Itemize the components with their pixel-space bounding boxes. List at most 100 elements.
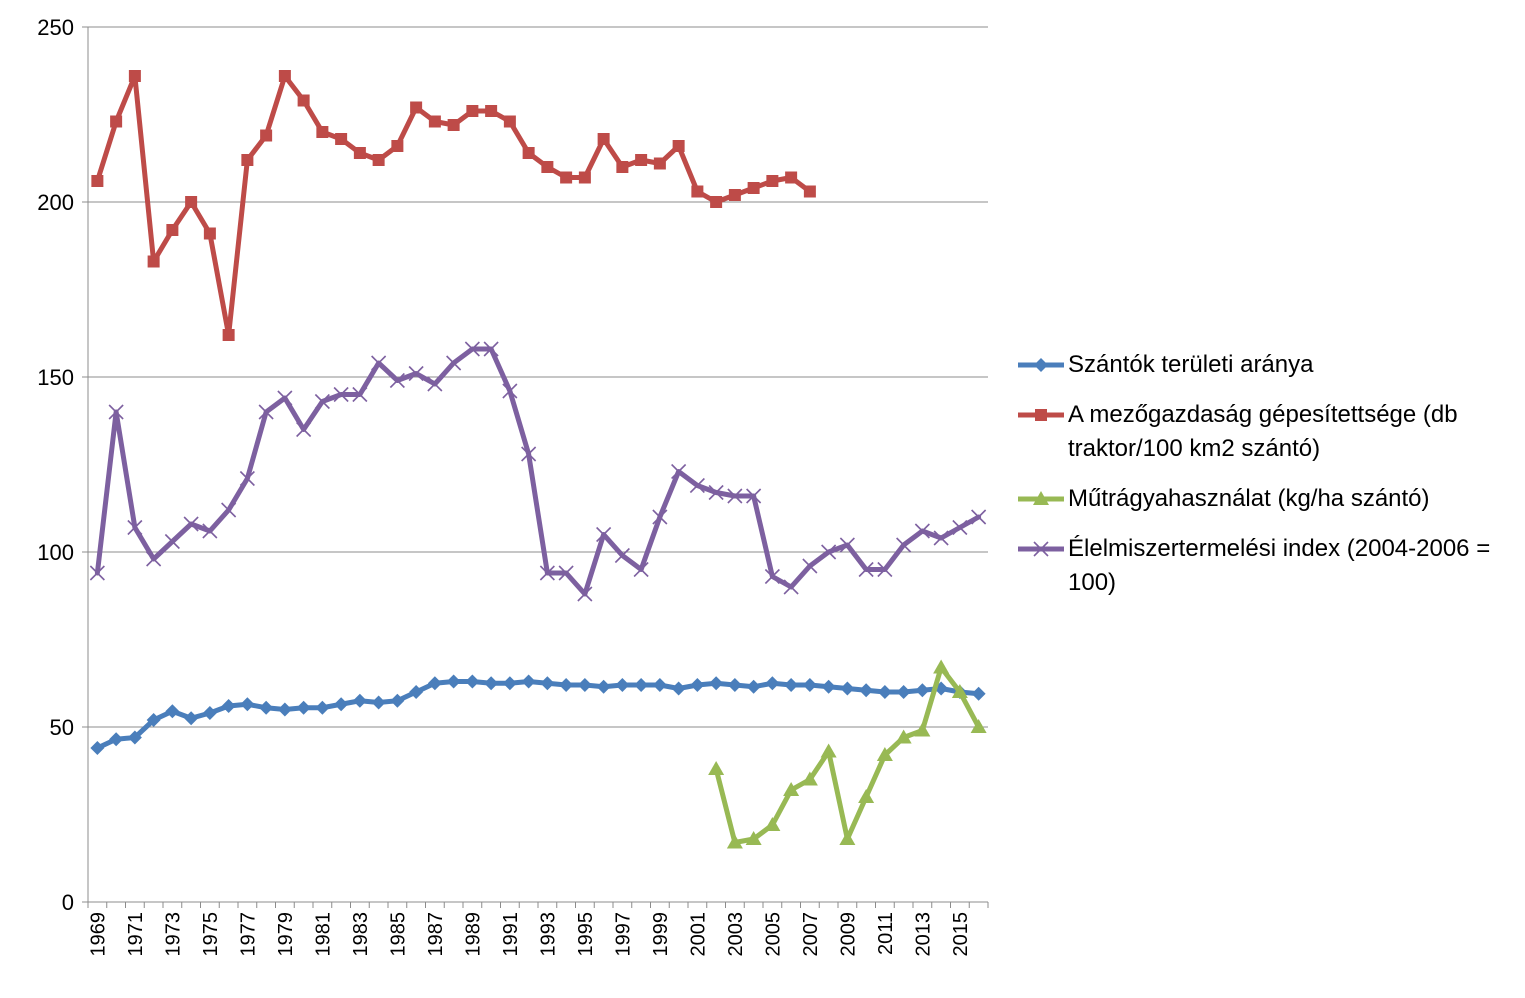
data-point-square bbox=[372, 154, 385, 166]
data-point-x bbox=[689, 477, 705, 494]
legend-swatch-graphic bbox=[1018, 491, 1064, 505]
data-point-x-stroke bbox=[652, 509, 668, 525]
data-point-x-stroke bbox=[952, 519, 968, 536]
data-point-x-stroke bbox=[558, 565, 574, 581]
data-point-x-stroke bbox=[314, 393, 330, 410]
data-point-x bbox=[952, 519, 968, 536]
data-point-diamond bbox=[371, 695, 386, 710]
series-line bbox=[94, 346, 982, 597]
data-point-diamond bbox=[596, 679, 611, 694]
data-point-square bbox=[503, 115, 516, 128]
data-point-x bbox=[389, 372, 405, 389]
data-point-x-stroke bbox=[858, 561, 874, 578]
x-tick-label: 1997 bbox=[612, 912, 634, 957]
data-point-diamond bbox=[352, 693, 367, 708]
data-point-triangle bbox=[764, 817, 781, 831]
x-tick-label: 1999 bbox=[650, 912, 672, 957]
data-point-x-stroke bbox=[389, 372, 405, 389]
data-point-square bbox=[1035, 409, 1047, 421]
data-point-x-stroke bbox=[877, 561, 893, 578]
x-tick-label: 2011 bbox=[875, 912, 897, 955]
data-point-square bbox=[635, 154, 648, 166]
data-point-x bbox=[727, 488, 743, 504]
legend-swatch-graphic bbox=[1018, 409, 1064, 421]
legend-item-elelmiszer-index: Élelmiszertermelési index (2004-2006 = 1… bbox=[1018, 532, 1518, 600]
data-point-diamond bbox=[409, 685, 424, 699]
data-point-x-stroke bbox=[371, 355, 387, 371]
gridlines bbox=[88, 26, 988, 728]
data-point-x-stroke bbox=[202, 523, 218, 539]
data-point-diamond bbox=[540, 676, 555, 691]
legend-label: Élelmiszertermelési index (2004-2006 = 1… bbox=[1068, 535, 1491, 596]
data-point-x-stroke bbox=[146, 551, 162, 567]
data-point-triangle bbox=[970, 719, 987, 733]
data-point-diamond bbox=[109, 732, 124, 747]
data-point-x-stroke bbox=[914, 523, 930, 539]
legend-swatch-graphic bbox=[1018, 541, 1064, 557]
data-point-x bbox=[802, 558, 818, 574]
data-point-x-stroke bbox=[821, 544, 837, 560]
data-point-x-stroke bbox=[596, 526, 612, 543]
data-point-x bbox=[314, 393, 330, 410]
data-point-diamond bbox=[390, 693, 405, 708]
series-2 bbox=[708, 659, 987, 849]
data-point-x-stroke bbox=[727, 488, 743, 504]
data-point-x-stroke bbox=[708, 484, 724, 501]
data-point-square bbox=[128, 70, 141, 82]
data-point-square bbox=[766, 175, 779, 187]
data-point-x bbox=[258, 404, 274, 420]
data-point-x-stroke bbox=[258, 404, 274, 420]
series-0 bbox=[90, 674, 986, 755]
data-point-diamond bbox=[484, 676, 499, 691]
data-point-diamond bbox=[971, 686, 986, 701]
legend-item-mutragya: Műtrágyahasználat (kg/ha szántó) bbox=[1018, 482, 1518, 516]
data-point-x-stroke bbox=[221, 502, 237, 518]
data-point-diamond bbox=[240, 697, 255, 712]
x-tick-label: 2009 bbox=[837, 912, 859, 957]
data-point-diamond bbox=[765, 676, 780, 691]
data-point-square bbox=[147, 255, 160, 268]
x-tick-label: 1977 bbox=[237, 912, 259, 957]
data-point-square bbox=[485, 105, 498, 117]
data-point-triangle bbox=[933, 659, 950, 674]
data-point-diamond bbox=[634, 678, 649, 692]
data-point-x bbox=[839, 537, 855, 553]
data-point-x bbox=[614, 547, 630, 564]
data-point-x bbox=[539, 565, 555, 581]
x-tick-label: 1995 bbox=[575, 912, 597, 957]
data-point-x-stroke bbox=[521, 446, 537, 462]
data-point-x-stroke bbox=[352, 386, 368, 403]
data-point-square bbox=[541, 161, 554, 173]
x-tick-label: 1979 bbox=[275, 912, 297, 957]
data-point-x-stroke bbox=[764, 568, 780, 585]
data-point-square bbox=[391, 140, 404, 152]
data-point-square bbox=[672, 140, 685, 152]
data-point-triangle bbox=[876, 747, 893, 761]
data-point-diamond bbox=[446, 674, 461, 689]
data-point-x bbox=[164, 533, 180, 550]
data-point-triangle bbox=[914, 722, 931, 737]
data-point-x-stroke bbox=[502, 383, 518, 399]
series-1 bbox=[91, 70, 816, 341]
data-point-x bbox=[746, 488, 762, 504]
data-point-x-stroke bbox=[333, 386, 349, 403]
data-point-triangle bbox=[858, 789, 875, 803]
data-point-square bbox=[335, 133, 348, 145]
data-point-x bbox=[464, 341, 480, 357]
data-point-square bbox=[747, 182, 760, 194]
data-point-x bbox=[877, 561, 893, 578]
x-tick-label: 2015 bbox=[950, 912, 972, 957]
data-point-diamond bbox=[334, 697, 349, 712]
data-point-x-stroke bbox=[408, 365, 424, 382]
data-point-diamond bbox=[690, 678, 705, 692]
x-axis-tick-labels: 1969 1971 1973 1975 1977 1979 1981 1983 1985 1987… bbox=[87, 912, 972, 957]
data-point-diamond bbox=[90, 741, 105, 755]
data-point-diamond bbox=[709, 676, 724, 691]
data-point-x-stroke bbox=[971, 509, 987, 525]
y-tick-label: 200 bbox=[37, 190, 74, 215]
x-tick-label: 1973 bbox=[162, 912, 184, 957]
x-tick-label: 1983 bbox=[350, 912, 372, 957]
data-point-triangle bbox=[1033, 491, 1049, 505]
data-point-triangle bbox=[783, 782, 800, 796]
